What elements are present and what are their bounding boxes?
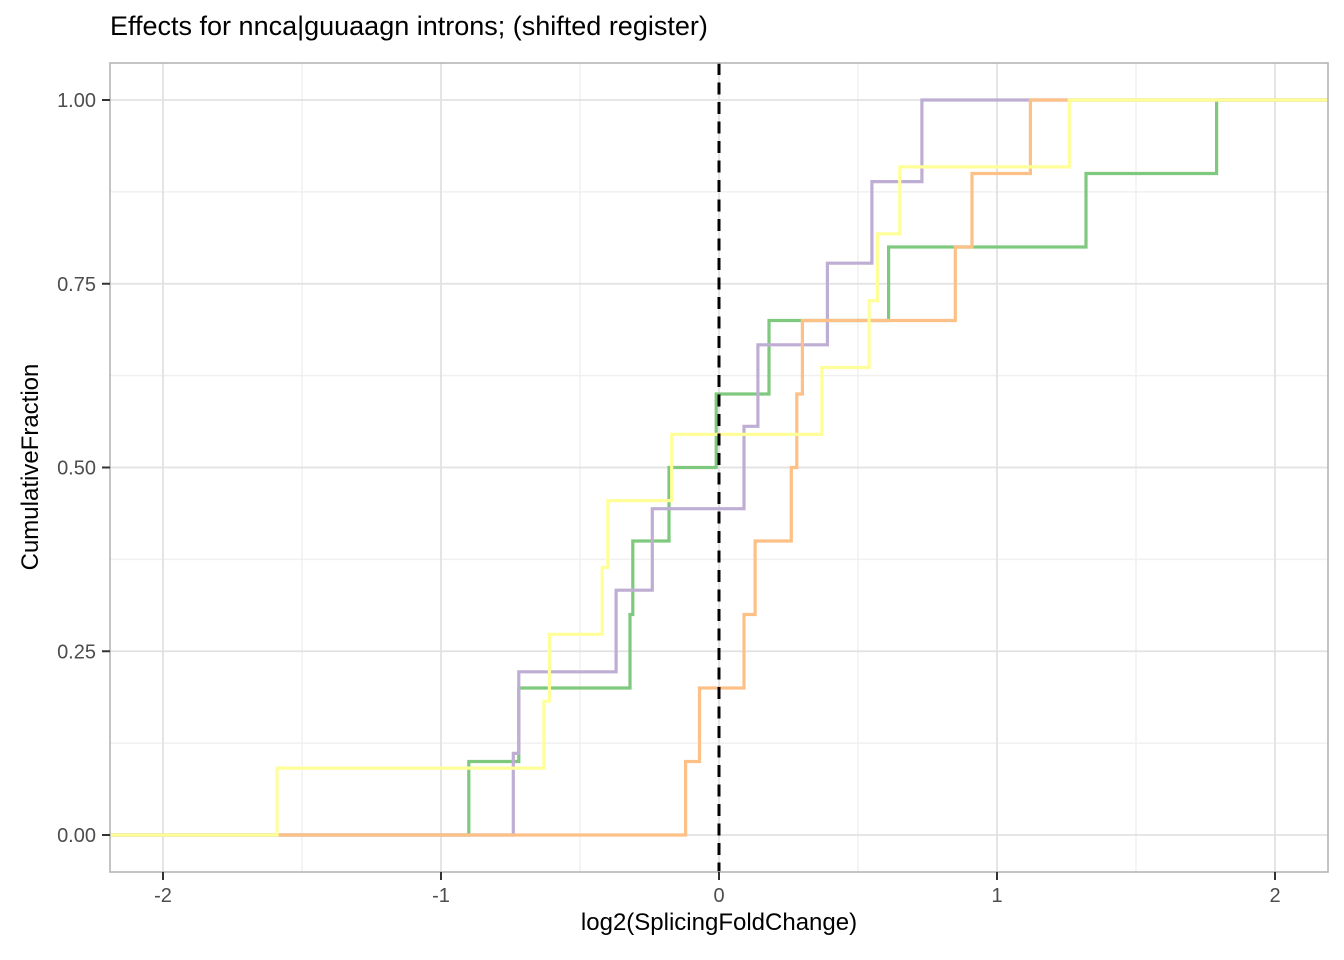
x-axis-title: log2(SplicingFoldChange) [580, 909, 858, 936]
y-tick-label: 1.00 [57, 90, 96, 112]
x-tick-label: -2 [154, 885, 172, 907]
y-tick-label: 0.25 [57, 641, 96, 663]
y-tick-label: 0.50 [57, 458, 96, 480]
ecdf-curve-purple [110, 98, 1328, 837]
x-tick-label: -1 [432, 885, 450, 907]
x-tick-label: 0 [713, 885, 724, 907]
x-tick-label: 1 [991, 885, 1002, 907]
y-tick-label: 0.75 [57, 274, 96, 296]
x-tick-label: 2 [1269, 885, 1280, 907]
ecdf-curve-orange [110, 98, 1328, 837]
ecdf-curve-yellow [110, 98, 1328, 837]
y-tick-label: 0.00 [57, 825, 96, 847]
y-axis-title: CumulativeFraction [17, 363, 44, 571]
plot-title: Effects for nnca|guuaagn introns; (shift… [110, 11, 708, 41]
